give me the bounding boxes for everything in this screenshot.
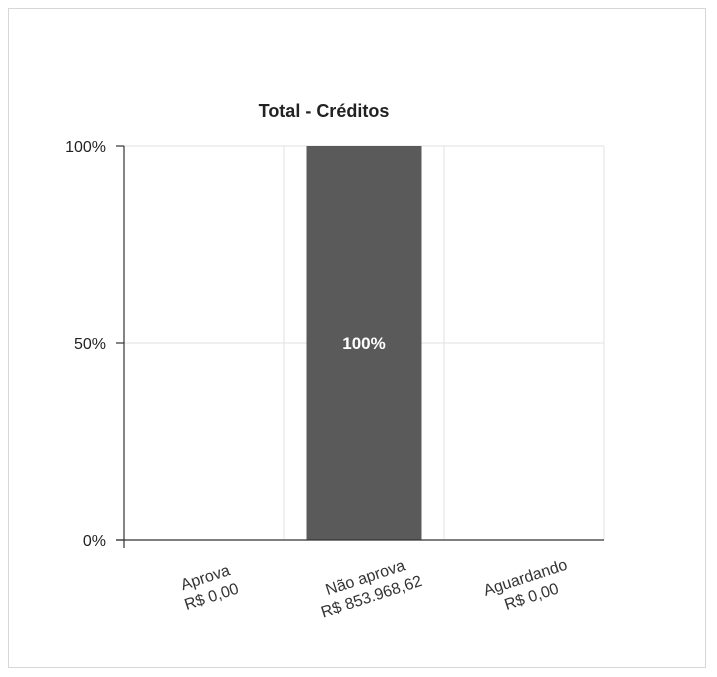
bars bbox=[306, 146, 422, 540]
chart-title: Total - Créditos bbox=[259, 101, 390, 121]
y-tick-label: 0% bbox=[83, 533, 106, 550]
axes bbox=[116, 145, 604, 548]
data-label: 100% bbox=[342, 334, 385, 353]
y-axis-ticks: 0% 50% 100% bbox=[65, 139, 106, 550]
data-labels: 100% bbox=[342, 334, 385, 353]
y-tick-label: 100% bbox=[65, 139, 106, 156]
bar-n-o-aprova bbox=[306, 146, 422, 540]
y-tick-label: 50% bbox=[74, 336, 106, 353]
